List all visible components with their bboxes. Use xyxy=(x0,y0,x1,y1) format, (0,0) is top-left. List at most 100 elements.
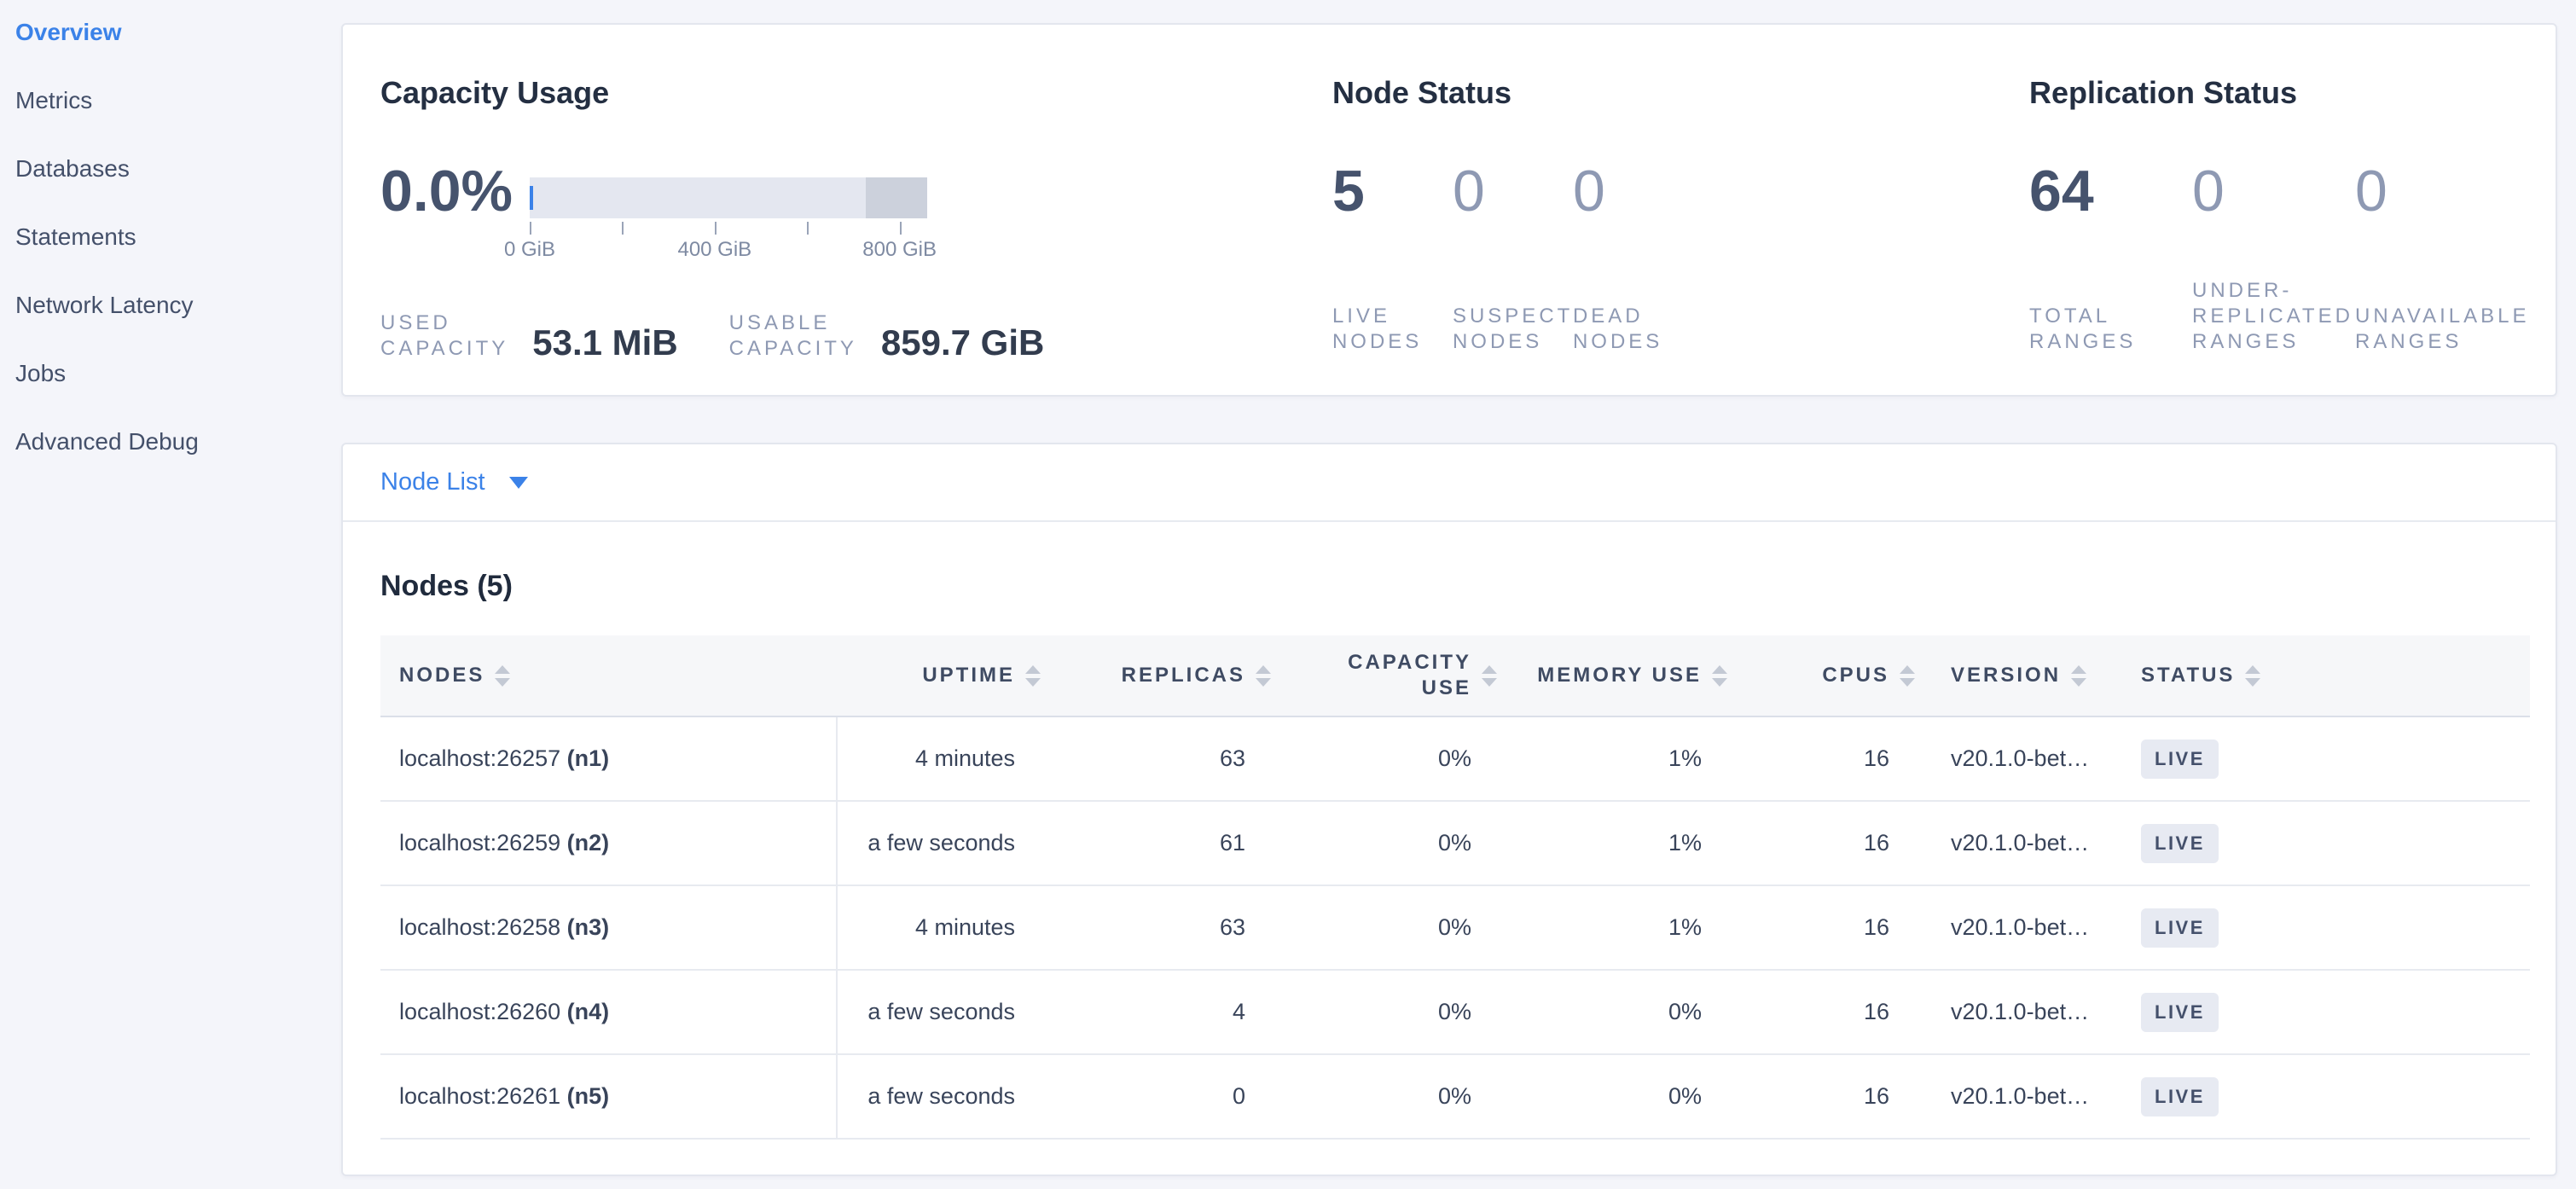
replicas-cell: 63 xyxy=(1046,885,1276,971)
version-cell: v20.1.0-bet… xyxy=(1920,801,2121,886)
capacity-bar xyxy=(530,177,927,218)
version-cell: v20.1.0-bet… xyxy=(1920,970,2121,1055)
cpus-cell: 16 xyxy=(1732,716,1920,802)
sidebar-item-statements[interactable]: Statements xyxy=(15,223,136,250)
cpus-cell: 16 xyxy=(1732,885,1920,971)
used-capacity-marker xyxy=(530,186,533,210)
column-header-replicas[interactable]: REPLICAS xyxy=(1046,635,1276,717)
uptime-cell: a few seconds xyxy=(837,801,1046,886)
uptime-cell: a few seconds xyxy=(837,970,1046,1055)
column-header-memory-use[interactable]: MEMORY USE xyxy=(1502,635,1732,717)
under-replicated-ranges-label: UNDER- REPLICATED RANGES xyxy=(2192,279,2353,353)
column-header-version[interactable]: VERSION xyxy=(1920,635,2121,717)
dead-nodes-stat: 0 DEAD NODES xyxy=(1573,162,1693,355)
uptime-cell: 4 minutes xyxy=(837,885,1046,971)
total-ranges-value: 64 xyxy=(2029,159,2094,223)
capacity-use-cell: 0% xyxy=(1276,801,1502,886)
usable-capacity-value: 859.7 GiB xyxy=(880,322,1045,362)
used-capacity-label: USED CAPACITY xyxy=(380,311,509,360)
suspect-nodes-label: SUSPECT NODES xyxy=(1452,304,1574,353)
replicas-cell: 63 xyxy=(1046,716,1276,802)
status-badge: LIVE xyxy=(2141,739,2219,779)
sort-icon xyxy=(2245,664,2261,687)
axis-tick xyxy=(899,222,902,235)
axis-tick-label: 400 GiB xyxy=(677,238,752,261)
status-badge: LIVE xyxy=(2141,992,2219,1032)
status-cell: LIVE xyxy=(2121,801,2530,886)
sidebar-item-network-latency[interactable]: Network Latency xyxy=(15,292,194,318)
replication-status-title: Replication Status xyxy=(2029,75,2298,110)
version-cell: v20.1.0-bet… xyxy=(1920,716,2121,802)
sort-icon xyxy=(1482,664,1497,687)
axis-tick-label: 800 GiB xyxy=(862,238,937,261)
column-label: VERSION xyxy=(1951,664,2062,687)
capacity-used-percent: 0.0% xyxy=(380,159,513,223)
capacity-use-cell: 0% xyxy=(1276,1054,1502,1140)
capacity-bar-chart: 0 GiB 400 GiB 800 GiB xyxy=(504,177,937,261)
under-replicated-ranges-value: 0 xyxy=(2192,159,2225,223)
unavailable-ranges-value: 0 xyxy=(2355,159,2387,223)
column-header-capacity-use[interactable]: CAPACITY USE xyxy=(1276,635,1502,717)
sidebar: Overview Metrics Databases Statements Ne… xyxy=(15,19,322,496)
nodes-count-heading: Nodes (5) xyxy=(380,570,513,602)
axis-tick xyxy=(530,222,531,235)
capacity-use-cell: 0% xyxy=(1276,885,1502,971)
axis-tick-label: 0 GiB xyxy=(503,238,556,261)
usable-capacity-label: USABLE CAPACITY xyxy=(728,311,857,360)
total-ranges-label: TOTAL RANGES xyxy=(2029,304,2137,353)
column-label: UPTIME xyxy=(922,664,1015,687)
capacity-axis: 0 GiB 400 GiB 800 GiB xyxy=(504,218,937,261)
suspect-nodes-value: 0 xyxy=(1452,159,1485,223)
status-badge: LIVE xyxy=(2141,823,2219,863)
status-cell: LIVE xyxy=(2121,885,2530,971)
table-row: localhost:26258 (n3) 4 minutes 63 0% 1% … xyxy=(380,885,2530,971)
sort-icon xyxy=(495,664,511,687)
status-badge: LIVE xyxy=(2141,1076,2219,1116)
unavailable-ranges-stat: 0 UNAVAILABLE RANGES xyxy=(2355,159,2530,355)
node-list-card: Node List Nodes (5) NODES UPTIME xyxy=(341,443,2557,1176)
column-header-nodes[interactable]: NODES xyxy=(380,635,837,717)
unavailable-ranges-label: UNAVAILABLE RANGES xyxy=(2355,304,2530,353)
memory-use-cell: 1% xyxy=(1502,801,1732,886)
version-cell: v20.1.0-bet… xyxy=(1920,885,2121,971)
sidebar-item-databases[interactable]: Databases xyxy=(15,155,130,182)
replicas-cell: 0 xyxy=(1046,1054,1276,1140)
capacity-use-cell: 0% xyxy=(1276,970,1502,1055)
status-cell: LIVE xyxy=(2121,1054,2530,1140)
version-cell: v20.1.0-bet… xyxy=(1920,1054,2121,1140)
column-label: MEMORY USE xyxy=(1537,664,1702,687)
replicas-cell: 61 xyxy=(1046,801,1276,886)
node-address-cell: localhost:26259 (n2) xyxy=(380,801,838,886)
column-header-cpus[interactable]: CPUS xyxy=(1732,635,1920,717)
column-header-uptime[interactable]: UPTIME xyxy=(837,635,1046,717)
chevron-down-icon xyxy=(508,476,528,489)
node-status-title: Node Status xyxy=(1332,75,1511,110)
usable-capacity-stat: USABLE CAPACITY 859.7 GiB xyxy=(729,310,1045,362)
sidebar-item-metrics[interactable]: Metrics xyxy=(15,87,93,113)
node-list-selector[interactable]: Node List xyxy=(343,444,2556,522)
uptime-cell: 4 minutes xyxy=(837,716,1046,802)
table-row: localhost:26261 (n5) a few seconds 0 0% … xyxy=(380,1054,2530,1140)
replicas-cell: 4 xyxy=(1046,970,1276,1055)
capacity-usage-title: Capacity Usage xyxy=(380,75,610,110)
cluster-summary-card: Capacity Usage 0.0% xyxy=(341,23,2557,397)
table-row: localhost:26259 (n2) a few seconds 61 0%… xyxy=(380,801,2530,886)
table-row: localhost:26260 (n4) a few seconds 4 0% … xyxy=(380,970,2530,1055)
sidebar-item-jobs[interactable]: Jobs xyxy=(15,360,67,386)
dead-nodes-value: 0 xyxy=(1572,159,1605,223)
used-capacity-value: 53.1 MiB xyxy=(532,322,678,362)
column-label: CAPACITY USE xyxy=(1348,651,1471,699)
column-header-status[interactable]: STATUS xyxy=(2121,635,2530,717)
axis-tick xyxy=(714,222,717,235)
status-cell: LIVE xyxy=(2121,970,2530,1055)
capacity-use-cell: 0% xyxy=(1276,716,1502,802)
sidebar-item-advanced-debug[interactable]: Advanced Debug xyxy=(15,428,199,455)
node-address-cell: localhost:26261 (n5) xyxy=(380,1054,838,1140)
column-label: STATUS xyxy=(2141,664,2236,687)
node-address-cell: localhost:26257 (n1) xyxy=(380,716,838,802)
sidebar-item-overview[interactable]: Overview xyxy=(15,19,122,45)
replication-status-section: Replication Status 64 TOTAL RANGES 0 UND… xyxy=(2029,72,2530,362)
used-capacity-stat: USED CAPACITY 53.1 MiB xyxy=(380,310,678,362)
sort-icon xyxy=(1256,664,1271,687)
node-status-section: Node Status 5 LIVE NODES 0 SUSPECT NODES… xyxy=(1332,72,2029,362)
